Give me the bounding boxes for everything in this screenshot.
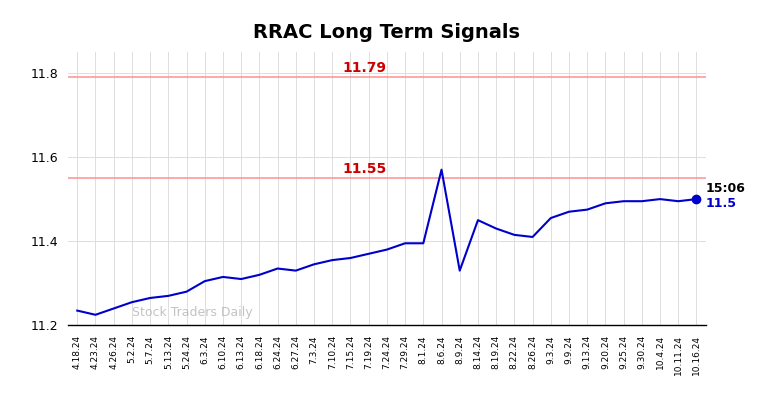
Title: RRAC Long Term Signals: RRAC Long Term Signals [253,23,521,42]
Text: Stock Traders Daily: Stock Traders Daily [132,306,252,319]
Text: 11.55: 11.55 [342,162,387,176]
Text: 15:06: 15:06 [706,182,746,195]
Text: 11.5: 11.5 [706,197,737,210]
Text: 11.79: 11.79 [342,61,386,75]
